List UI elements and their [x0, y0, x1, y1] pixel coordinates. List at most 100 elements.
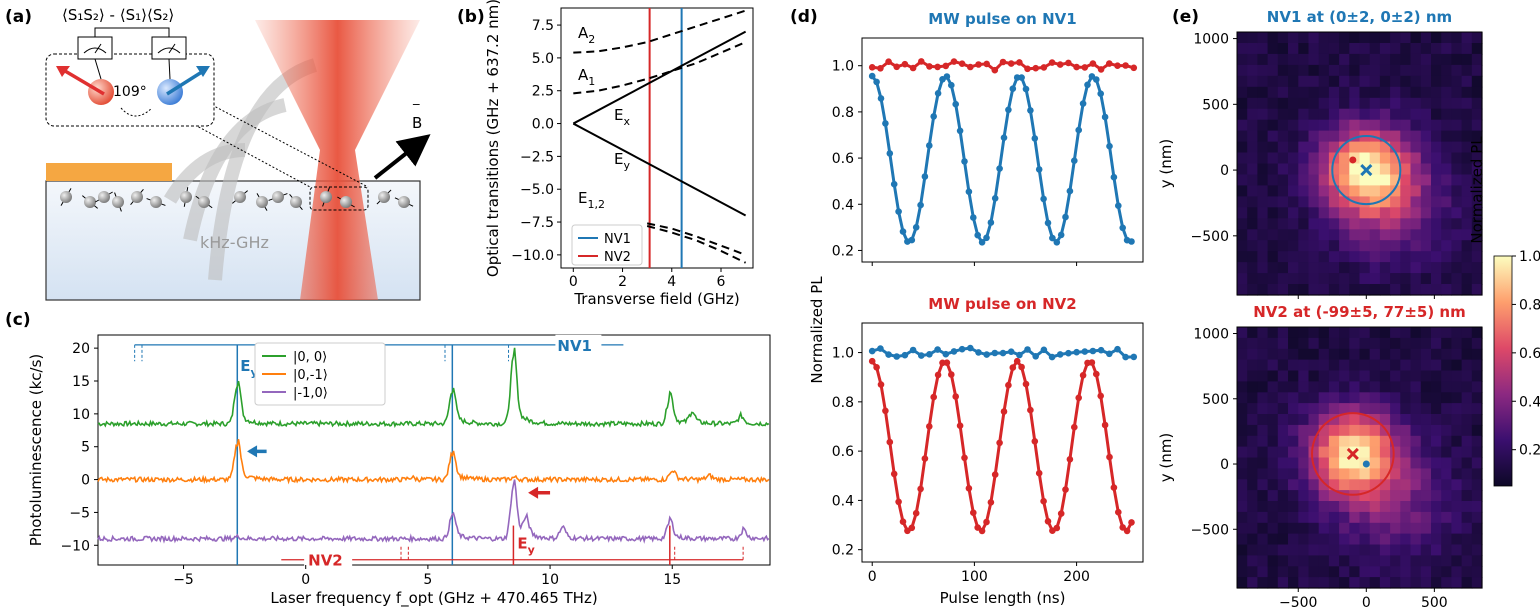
point-nv2 [1009, 364, 1017, 371]
point-nv1 [1044, 219, 1052, 227]
heatmap-cell [1308, 108, 1320, 121]
heatmap-cell [1420, 522, 1432, 535]
heatmap-cell [1288, 32, 1299, 44]
heatmap-cell [1267, 240, 1279, 252]
heatmap-cell [1461, 337, 1473, 350]
heatmap-cell [1328, 403, 1340, 415]
heatmap-cell [1379, 284, 1391, 296]
ytick-label: 1000 [1193, 327, 1229, 343]
heatmap-cell [1298, 381, 1310, 393]
heatmap-cell [1237, 185, 1248, 197]
heatmap-cell [1308, 392, 1320, 404]
point-nv1 [1073, 348, 1080, 356]
heatmap-cell [1369, 141, 1381, 154]
heatmap-cell [1471, 468, 1483, 480]
ytick-label: 0.4 [832, 197, 854, 213]
heatmap-cell [1318, 457, 1330, 469]
ytick-label: −5 [69, 505, 90, 521]
panel-d-bottom-chart: MW pulse on NV2 0.2 0.4 0.6 0.8 1.0 0 100 200 Pul… [832, 295, 1144, 607]
heatmap-cell [1257, 468, 1269, 480]
heatmap-cell [1308, 479, 1320, 491]
heatmap-cell [1379, 240, 1391, 252]
heatmap-cell [1431, 566, 1442, 578]
heatmap-cell [1410, 490, 1422, 502]
point-nv1 [1106, 142, 1113, 150]
heatmap-cell [1349, 284, 1361, 296]
heatmap-cell [1308, 414, 1320, 426]
heatmap-cell [1379, 53, 1391, 66]
heatmap-cell [1369, 522, 1381, 535]
heatmap-cell [1400, 163, 1412, 176]
b-field-arrow [373, 134, 431, 180]
heatmap-cell [1339, 457, 1350, 469]
heatmap-cell [1328, 337, 1340, 350]
point-nv1 [1089, 347, 1097, 355]
heatmap-cell [1349, 207, 1361, 219]
heatmap-cell [1318, 163, 1330, 176]
heatmap-cell [1277, 522, 1289, 535]
heatmap-cell [1471, 337, 1483, 350]
heatmap-cell [1257, 392, 1269, 404]
heatmap-cell [1471, 108, 1483, 121]
heatmap-cell [1328, 86, 1340, 99]
heatmap-cell [1379, 196, 1391, 208]
point-nv1 [1110, 173, 1118, 181]
heatmap-cell [1359, 218, 1371, 230]
heatmap-cell [1451, 403, 1463, 415]
heatmap-cell [1410, 414, 1422, 426]
heatmap-cell [1298, 53, 1310, 66]
heatmap-cell [1339, 403, 1350, 415]
point-nv2 [1062, 486, 1069, 493]
heatmap-cell [1308, 511, 1320, 524]
plot-frame [861, 37, 1144, 263]
panel-e-bottom-heatmap: NV2 at (-99±5, 77±5) nm −500 0 500 1000 −500 0… [1157, 303, 1483, 616]
point-nv2 [1106, 453, 1113, 461]
ytick-label: −5.0 [520, 182, 554, 198]
spectrum-2 [97, 479, 770, 544]
heatmap-cell [1247, 97, 1258, 110]
heatmap-cell [1451, 533, 1463, 546]
heatmap-cell [1471, 424, 1483, 437]
heatmap-cell [1461, 566, 1473, 578]
heatmap-cell [1390, 501, 1401, 513]
heatmap-cell [1318, 348, 1330, 361]
arrowhead-blue [247, 445, 258, 458]
heatmap-cell [1257, 97, 1269, 110]
heatmap-cell [1359, 359, 1371, 372]
heatmap-cell [1379, 174, 1391, 187]
heatmap-cell [1328, 240, 1340, 252]
heatmap-cell [1390, 457, 1401, 469]
heatmap-cell [1298, 97, 1310, 110]
heatmap-cell [1349, 174, 1361, 187]
heatmap-cell [1451, 522, 1463, 535]
heatmap-cell [1420, 457, 1432, 469]
heatmap-cell [1288, 522, 1299, 535]
ey-label-nv2: Ey [517, 535, 534, 557]
heatmap-cell [1308, 284, 1320, 296]
heatmap-cell [1359, 64, 1371, 77]
heatmap-cell [1379, 468, 1391, 480]
heatmap-cell [1420, 327, 1432, 339]
point-nv2 [895, 498, 902, 506]
ylabel: Photoluminescence (kc/s) [27, 354, 45, 547]
heatmap-cell [1328, 108, 1340, 121]
heatmap-cell [1359, 75, 1371, 88]
xtick-label: 10 [541, 572, 559, 588]
heatmap-cell [1318, 555, 1330, 567]
heatmap-cell [1277, 97, 1289, 110]
heatmap-cell [1359, 196, 1371, 208]
heatmap-cell [1308, 43, 1320, 55]
heatmap-cell [1288, 381, 1299, 393]
heatmap-cell [1369, 566, 1381, 578]
ytick-label: −500 [1191, 522, 1229, 538]
heatmap-cell [1277, 108, 1289, 121]
heatmap-cell [1288, 284, 1299, 296]
heatmap-cell [1451, 240, 1463, 252]
heatmap-cell [1441, 64, 1452, 77]
heatmap-cell [1298, 359, 1310, 372]
heatmap-cell [1277, 327, 1289, 339]
heatmap-cell [1471, 392, 1483, 404]
heatmap-cell [1328, 262, 1340, 274]
heatmap-cell [1369, 468, 1381, 480]
